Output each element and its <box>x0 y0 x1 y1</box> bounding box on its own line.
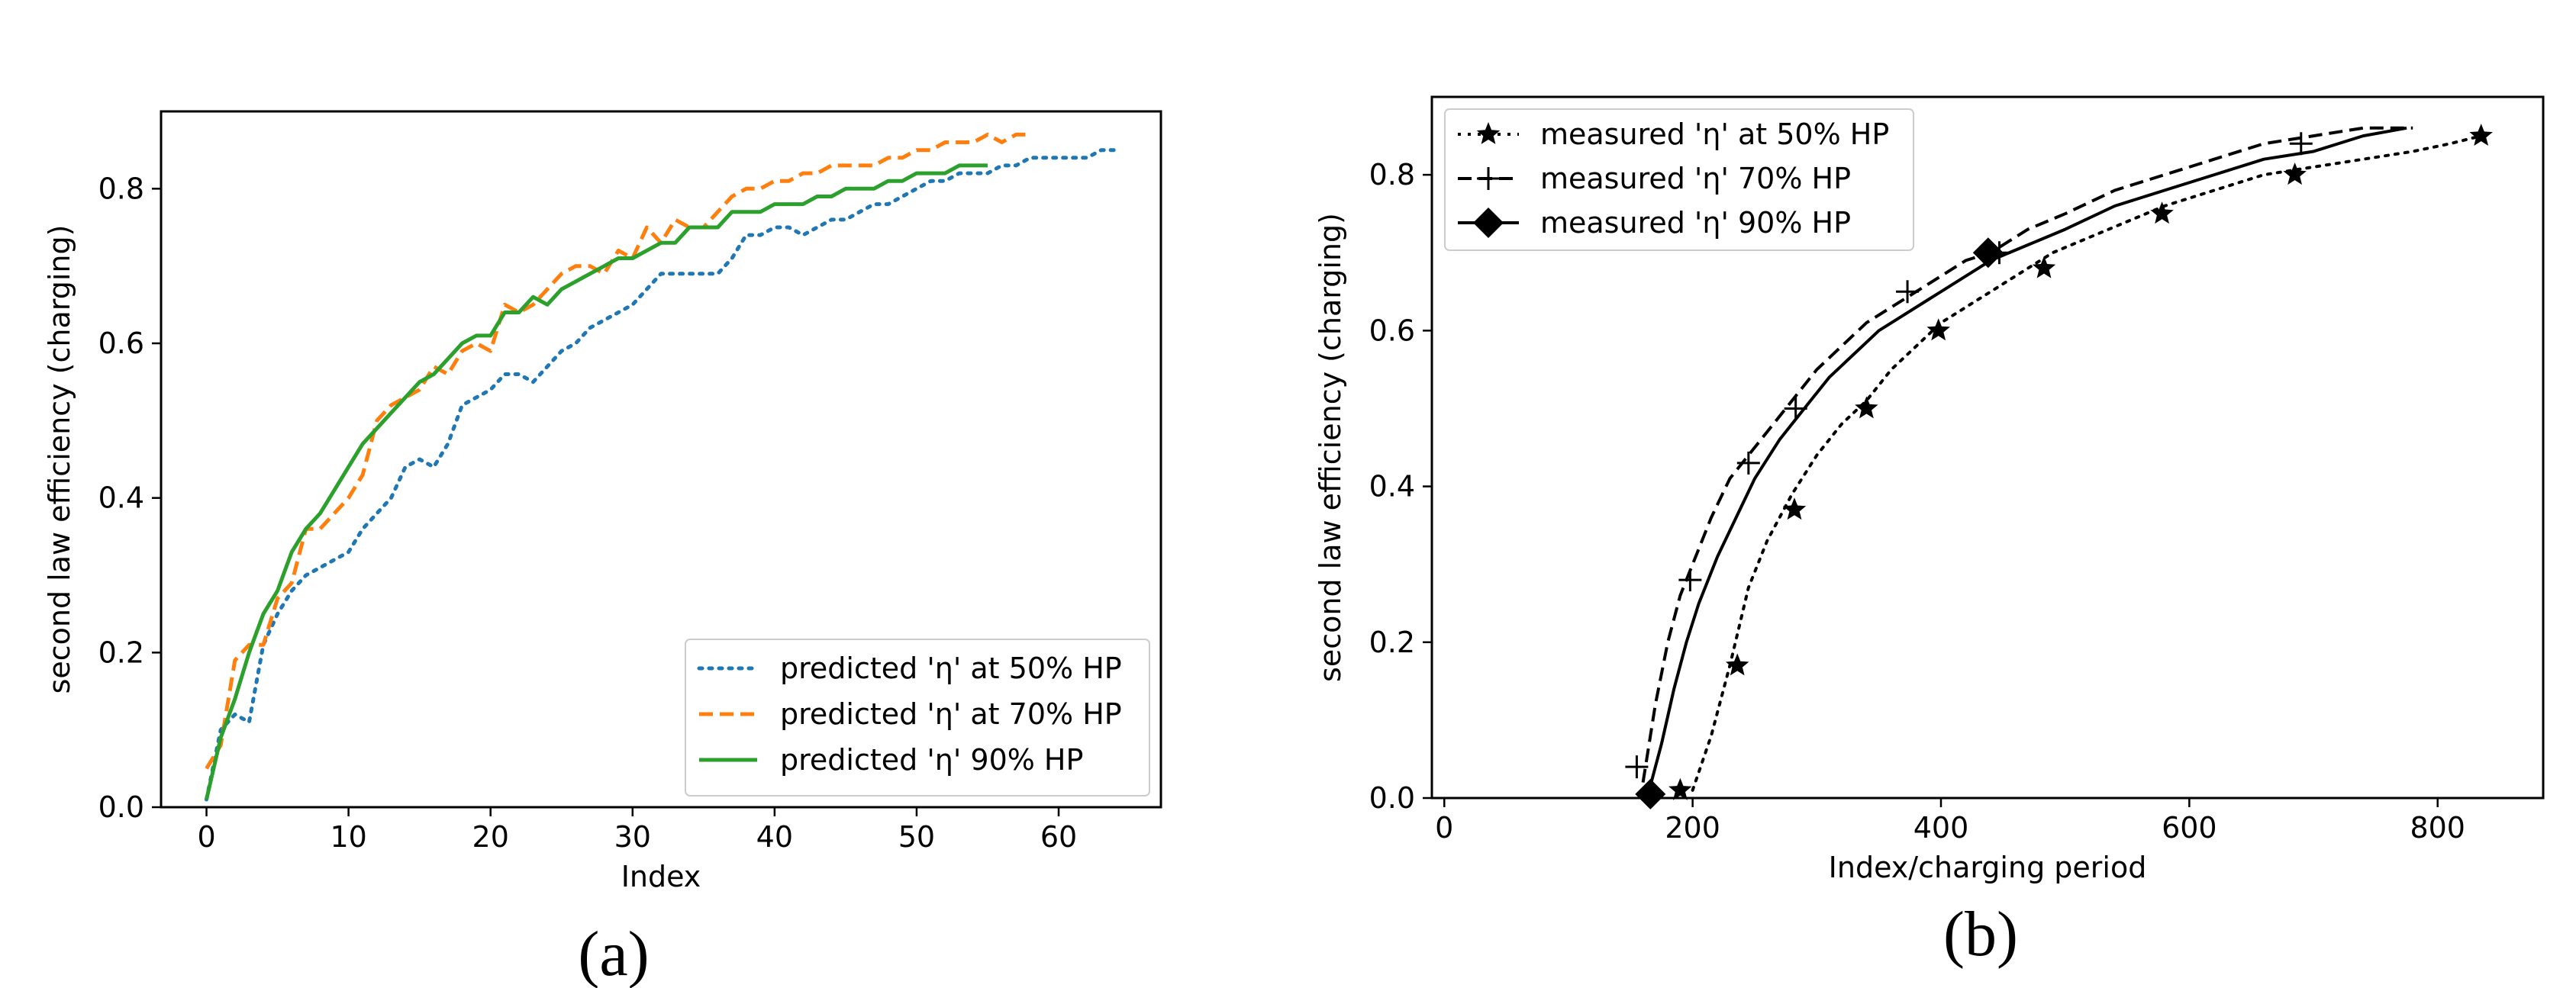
panel-b-axes-frame <box>1430 95 2545 800</box>
panel-a-caption: (a) <box>578 919 649 988</box>
panel-a-y-axis-label: second law efficiency (charging) <box>43 225 76 694</box>
panel-a-legend-label-50: predicted 'η' at 50% HP <box>780 652 1122 685</box>
panel-a-legend-entry-50: predicted 'η' at 50% HP <box>697 652 1122 685</box>
panel-b-marker-plus-2 <box>1736 451 1760 475</box>
diamond-icon <box>1473 208 1504 238</box>
panel-b-legend-plus-mark <box>1477 167 1500 190</box>
panel-a-x-tick-label: 30 <box>614 820 651 854</box>
panel-b-series-line-2 <box>1647 126 2407 791</box>
panel-b-marker-star-0 <box>1668 777 1692 800</box>
panel-b-series-line-1 <box>1641 126 2413 783</box>
panel-b-y-tick-label: 0.0 <box>1369 781 1415 815</box>
panel-b-legend-star-mark <box>1476 122 1501 144</box>
panel-b-marker-star-8 <box>2469 124 2493 146</box>
panel-a-legend-label-90: predicted 'η' 90% HP <box>780 743 1083 777</box>
panel-b-marker-plus-1 <box>1678 568 1702 592</box>
panel-b-marker-star-5 <box>2032 256 2056 278</box>
panel-b-x-tick-label: 400 <box>1913 811 1969 845</box>
panel-b-y-tick-label: 0.6 <box>1369 314 1415 347</box>
panel-a-axes-frame <box>160 110 1162 809</box>
panel-b-x-axis-label: Index/charging period <box>1829 851 2147 884</box>
panel-a-chart: 0 10 20 30 40 50 60 0.0 0.2 0.4 0.6 0.8 Index seco… <box>43 110 1162 988</box>
panel-b-legend-label-70: measured 'η' 70% HP <box>1540 162 1851 195</box>
panel-b-legend-entry-90: measured 'η' 90% HP <box>1458 206 1851 240</box>
plus-icon <box>1477 167 1500 190</box>
panel-a-series-line-2 <box>205 163 988 800</box>
panel-a-legend-entry-90: predicted 'η' 90% HP <box>699 743 1083 777</box>
panel-b-chart: 0 200 400 600 800 0.0 0.2 0.4 0.6 0.8 Index/char… <box>1314 95 2545 970</box>
panel-b-x-tick-label: 800 <box>2410 811 2465 845</box>
panel-b-marker-star-3 <box>1855 396 1878 419</box>
panel-b-marker-star-4 <box>1926 318 1950 341</box>
panel-b-legend-box <box>1444 108 1914 251</box>
panel-a-x-ticks: 0 10 20 30 40 50 60 <box>197 807 1077 854</box>
panel-b-y-tick-label: 0.2 <box>1369 626 1415 659</box>
panel-b-marker-star-1 <box>1726 653 1749 676</box>
panel-a-x-tick-label: 60 <box>1040 820 1077 854</box>
panel-a-series <box>205 132 1117 802</box>
panel-b-legend-label-90: measured 'η' 90% HP <box>1540 206 1851 240</box>
panel-a-y-tick-label: 0.2 <box>98 636 144 669</box>
panel-b-y-axis-label: second law efficiency (charging) <box>1314 213 1347 682</box>
panel-b-legend-entry-50: measured 'η' at 50% HP <box>1458 117 1889 151</box>
panel-a-x-tick-label: 20 <box>472 820 509 854</box>
panel-b-series-line-0 <box>1691 134 2483 792</box>
star-icon <box>1476 122 1501 144</box>
panel-b-marker-plus-4 <box>1896 280 1920 304</box>
panel-a-y-tick-label: 0.8 <box>98 172 144 205</box>
panel-b-marker-diamond-0 <box>1635 778 1666 809</box>
panel-b-legend: measured 'η' at 50% HP measured 'η' 70% … <box>1444 108 1914 251</box>
panel-a-legend: predicted 'η' at 50% HP predicted 'η' at… <box>685 639 1150 797</box>
panel-b-y-tick-label: 0.8 <box>1369 158 1415 191</box>
panel-a-x-tick-label: 0 <box>197 820 215 854</box>
panel-b-x-tick-label: 600 <box>2162 811 2217 845</box>
panel-b-y-ticks: 0.0 0.2 0.4 0.6 0.8 <box>1369 158 1432 815</box>
panel-a-x-tick-label: 40 <box>756 820 793 854</box>
panel-a-legend-box <box>685 639 1150 797</box>
panel-b-marker-star-6 <box>2150 201 2174 224</box>
panel-a-series-line-0 <box>205 148 1117 802</box>
panel-b-legend-entry-70: measured 'η' 70% HP <box>1458 162 1851 195</box>
panel-b-y-tick-label: 0.4 <box>1369 470 1415 504</box>
panel-a-series-line-1 <box>205 132 1030 770</box>
panel-b-caption: (b) <box>1943 899 2018 970</box>
panel-b-legend-label-50: measured 'η' at 50% HP <box>1540 117 1889 151</box>
panel-b-legend-diamond-mark <box>1473 208 1504 238</box>
panel-a-legend-label-70: predicted 'η' at 70% HP <box>780 697 1122 731</box>
panel-b-x-tick-label: 0 <box>1435 811 1453 845</box>
panel-b-marker-plus-6 <box>2289 132 2313 156</box>
panel-a-y-ticks: 0.0 0.2 0.4 0.6 0.8 <box>98 172 161 824</box>
panel-b-marker-star-2 <box>1782 497 1807 520</box>
panel-a-y-tick-label: 0.0 <box>98 790 144 824</box>
panel-b-markers <box>1625 124 2493 809</box>
panel-a-y-tick-label: 0.6 <box>98 327 144 360</box>
panel-a-x-axis-label: Index <box>621 860 701 893</box>
panel-b-marker-diamond-1 <box>1972 237 2004 269</box>
panel-b-marker-plus-0 <box>1625 755 1649 779</box>
panel-a-x-tick-label: 50 <box>898 820 935 854</box>
panel-b-marker-plus-3 <box>1784 397 1807 420</box>
panel-b-marker-star-7 <box>2283 163 2307 185</box>
panel-a-y-tick-label: 0.4 <box>98 481 144 515</box>
panel-b-x-ticks: 0 200 400 600 800 <box>1435 798 2465 845</box>
panel-a-x-tick-label: 10 <box>330 820 366 854</box>
panel-b-x-tick-label: 200 <box>1665 811 1720 845</box>
panel-a-legend-entry-70: predicted 'η' at 70% HP <box>699 697 1122 731</box>
panel-b-series <box>1641 126 2483 792</box>
